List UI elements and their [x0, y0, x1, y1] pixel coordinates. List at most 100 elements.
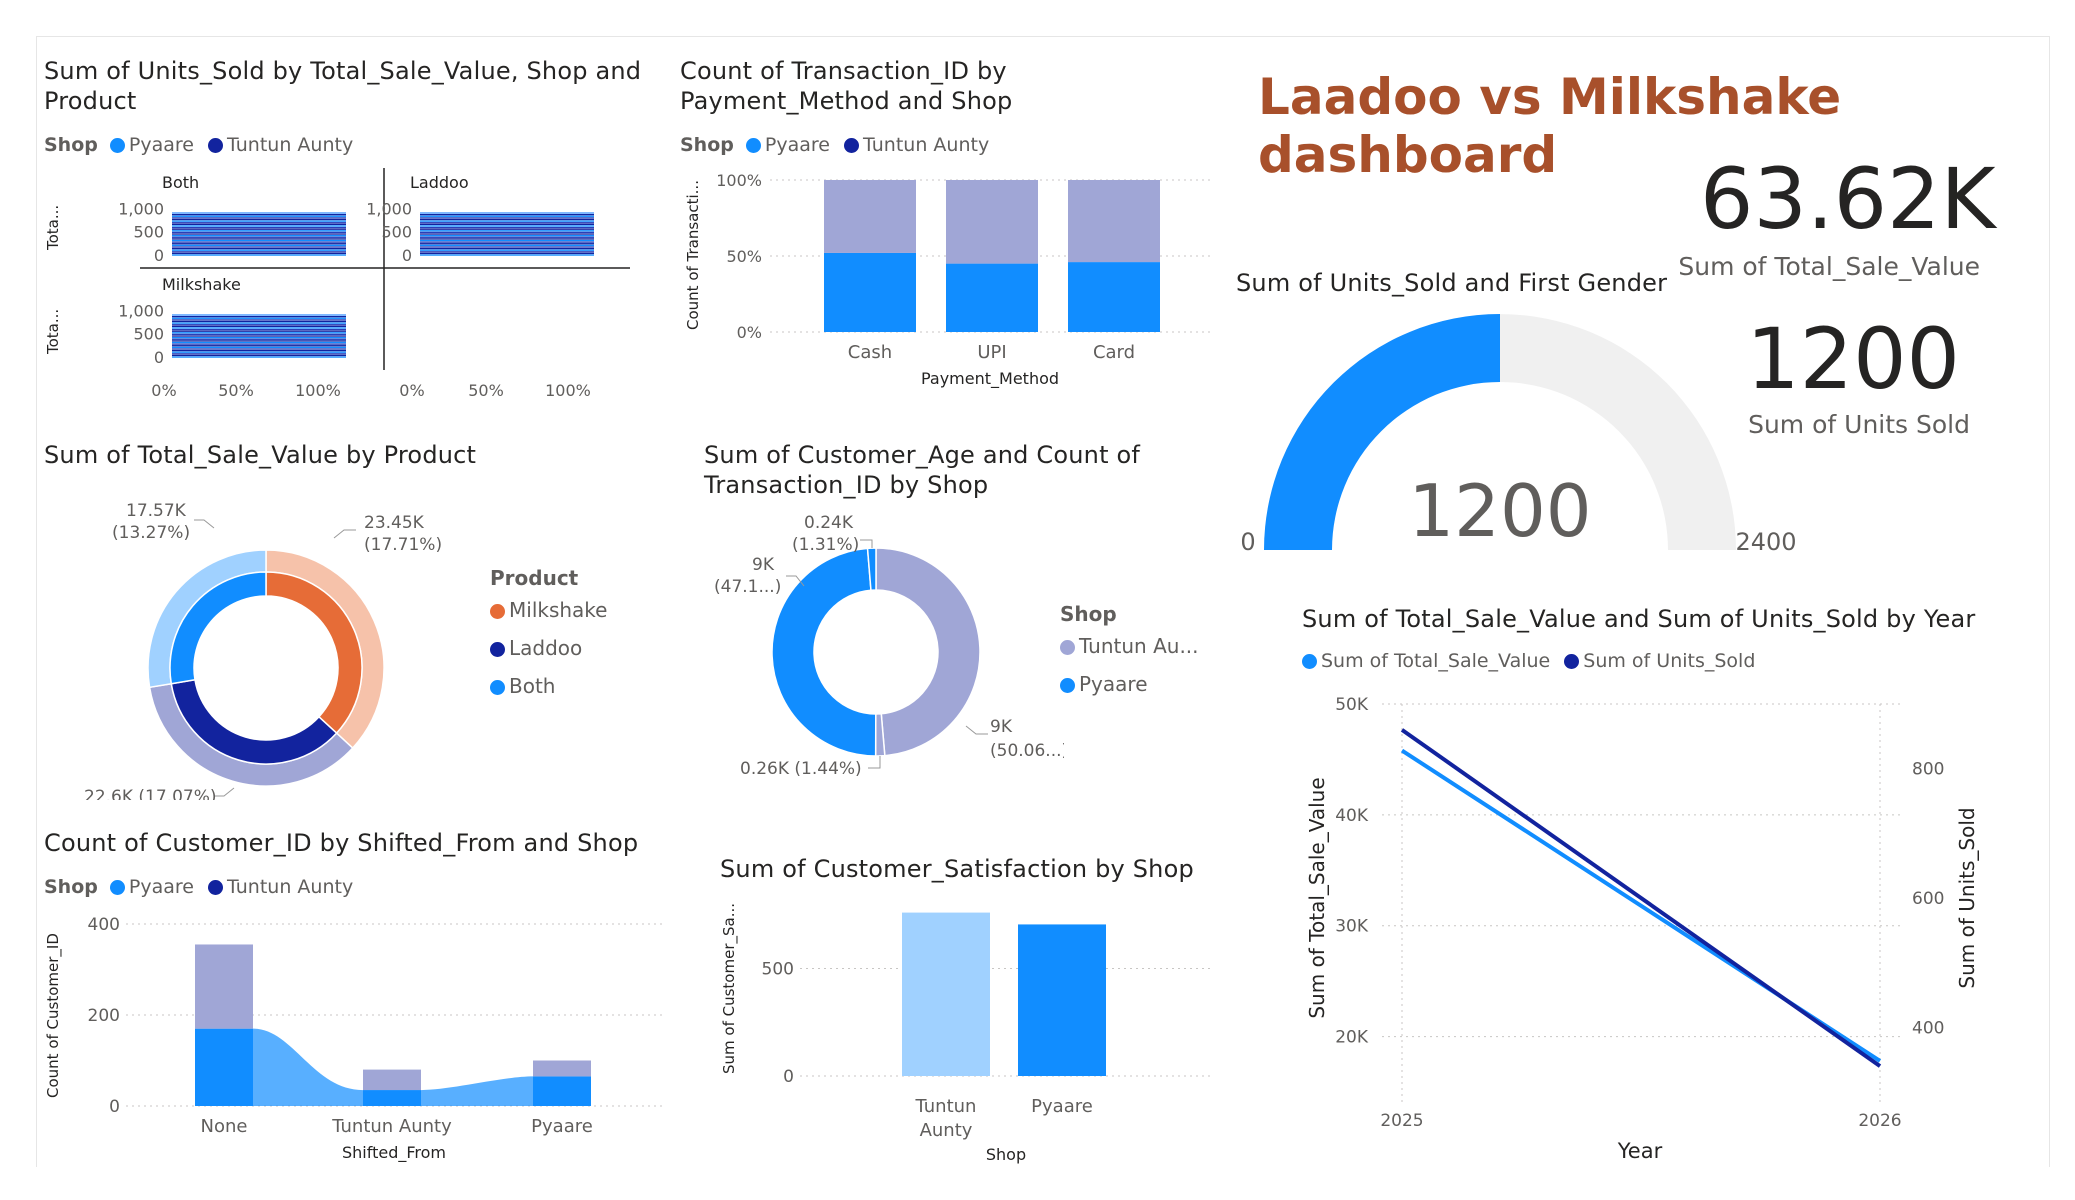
legend-item-units-sold[interactable]: Sum of Units_Sold	[1564, 650, 1755, 672]
bar-segment	[172, 345, 346, 347]
bar-segment	[420, 247, 594, 250]
panel-title: Both	[162, 173, 199, 192]
satisfaction-visual[interactable]: Sum of Customer_Satisfaction by Shop 0 50…	[720, 854, 1220, 1174]
bar-top	[172, 212, 346, 214]
bar-segment	[172, 220, 346, 222]
kpi-total-sale-value[interactable]: 63.62K	[1700, 150, 1996, 248]
bar-segment	[420, 231, 594, 234]
y-right-axis-label: Sum of Units_Sold	[1955, 807, 1979, 988]
age-by-shop-title: Sum of Customer_Age and Count of Transac…	[704, 441, 1141, 499]
legend-item-both[interactable]: Both	[490, 674, 607, 698]
sale-by-product-visual[interactable]: Sum of Total_Sale_Value by Product 23.45…	[44, 440, 644, 800]
bar-segment	[172, 353, 346, 355]
bar-segment	[172, 246, 346, 248]
bar-segment	[420, 254, 594, 256]
payment-method-visual[interactable]: Count of Transaction_ID by Payment_Metho…	[680, 56, 1220, 396]
bar-segment	[172, 241, 346, 243]
age-shop-legend[interactable]: Shop Tuntun Au... Pyaare	[1060, 602, 1199, 710]
bar-pyaare	[824, 252, 916, 332]
data-label: (17.71%)	[364, 535, 442, 555]
leader-line	[194, 519, 215, 529]
age-by-shop-visual[interactable]: Sum of Customer_Age and Count of Transac…	[704, 440, 1224, 800]
y-tick-label: 0%	[737, 323, 762, 342]
donut-slice-pyaare	[866, 547, 877, 592]
legend-item-pyaare[interactable]: Pyaare	[109, 134, 194, 156]
units-small-multiples-visual[interactable]: Sum of Units_Sold by Total_Sale_Value, S…	[44, 56, 644, 396]
x-tick-label: Cash	[848, 342, 892, 363]
y-axis-label: Count of Transacti...	[684, 180, 702, 330]
kpi-units-sold[interactable]: 1200	[1746, 310, 1960, 408]
y-tick-label: 1,000	[118, 199, 164, 218]
shop-legend[interactable]: Shop Pyaare Tuntun Aunty	[44, 876, 361, 898]
x-tick-label: Pyaare	[1031, 1096, 1093, 1117]
legend-item-pyaare[interactable]: Pyaare	[745, 134, 830, 156]
x-tick-label: Pyaare	[531, 1116, 593, 1137]
legend-item-pyaare[interactable]: Pyaare	[109, 876, 194, 898]
gauge-title: Sum of Units_Sold and First Gender	[1236, 269, 1668, 297]
bar-segment	[172, 254, 346, 256]
bar-segment	[420, 226, 594, 229]
bar-top	[420, 212, 594, 214]
bar-segment	[172, 340, 346, 342]
bar-top	[172, 314, 346, 316]
bar-segment	[172, 236, 346, 238]
bar-segment	[172, 239, 346, 242]
bar-tuntun-aunty	[533, 1060, 591, 1077]
shop-legend[interactable]: Shop Pyaare Tuntun Aunty	[680, 134, 997, 156]
data-label: (1.31%)	[792, 535, 859, 555]
y-tick-label: 500	[762, 960, 794, 980]
gauge-plot: 1200 0 2400	[1240, 314, 1796, 556]
y-tick-label: 500	[381, 223, 412, 242]
bar-segment	[172, 223, 346, 226]
bar-segment	[172, 316, 346, 318]
y-tick-label: 500	[133, 223, 164, 242]
x-tick-label: 100%	[545, 381, 591, 396]
gauge-visual[interactable]: Sum of Units_Sold and First Gender 1200 0…	[1236, 268, 1796, 568]
legend-item-milkshake[interactable]: Milkshake	[490, 598, 607, 622]
y-tick-label: 400	[88, 915, 120, 935]
bar-tuntun-aunty	[946, 180, 1038, 264]
bar-segment	[420, 244, 594, 247]
data-label: (47.1...)	[714, 577, 781, 597]
y-axis-label: Count of Customer_ID	[44, 933, 63, 1098]
donut-slice-both	[169, 571, 267, 685]
legend-item-tuntun-aunty[interactable]: Tuntun Aunty	[208, 134, 353, 156]
data-label: (50.06...)	[990, 741, 1064, 761]
product-legend[interactable]: Product Milkshake Laddoo Both	[490, 566, 607, 712]
x-tick-label: Aunty	[920, 1120, 973, 1141]
y-tick-label: 1,000	[366, 199, 412, 218]
by-year-visual[interactable]: Sum of Total_Sale_Value and Sum of Units…	[1302, 604, 2002, 1174]
y-right-tick-label: 800	[1912, 760, 1944, 780]
legend-item-tuntun-aunty[interactable]: Tuntun Aunty	[208, 876, 353, 898]
x-axis-label: Shifted_From	[342, 1143, 446, 1163]
x-tick-label: 2026	[1858, 1111, 1901, 1131]
bar-segment	[172, 235, 346, 237]
x-tick-label: Tuntun	[915, 1096, 977, 1117]
shop-legend[interactable]: Shop Pyaare Tuntun Aunty	[44, 134, 361, 156]
bar-segment	[172, 251, 346, 253]
y-left-tick-label: 30K	[1335, 917, 1369, 937]
bar-segment	[172, 351, 346, 353]
satisfaction-title: Sum of Customer_Satisfaction by Shop	[720, 855, 1194, 883]
bar-segment	[172, 349, 346, 352]
bar-segment	[172, 222, 346, 224]
bar-segment	[172, 243, 346, 245]
legend-item-pyaare[interactable]: Pyaare	[1060, 672, 1199, 696]
legend-item-tuntun-aunty[interactable]: Tuntun Au...	[1060, 634, 1199, 658]
bar-segment	[172, 317, 346, 319]
shifted-from-visual[interactable]: Count of Customer_ID by Shifted_From and…	[44, 828, 684, 1168]
bar-segment	[172, 325, 346, 328]
y-axis-label: Tota...	[44, 309, 62, 355]
legend-item-total-sale-value[interactable]: Sum of Total_Sale_Value	[1302, 650, 1550, 672]
legend-item-laddoo[interactable]: Laddoo	[490, 636, 607, 660]
bar-segment	[420, 233, 594, 235]
legend-item-tuntun-aunty[interactable]: Tuntun Aunty	[844, 134, 989, 156]
ribbon-pyaare	[253, 1028, 533, 1106]
by-year-legend[interactable]: Sum of Total_Sale_Value Sum of Units_Sol…	[1302, 650, 1763, 672]
bar-segment	[172, 244, 346, 247]
bar-segment	[172, 330, 346, 332]
bar-segment	[172, 322, 346, 324]
bar-tuntun-aunty	[195, 944, 253, 1029]
bar-segment	[420, 214, 594, 216]
bar-segment	[420, 218, 594, 221]
